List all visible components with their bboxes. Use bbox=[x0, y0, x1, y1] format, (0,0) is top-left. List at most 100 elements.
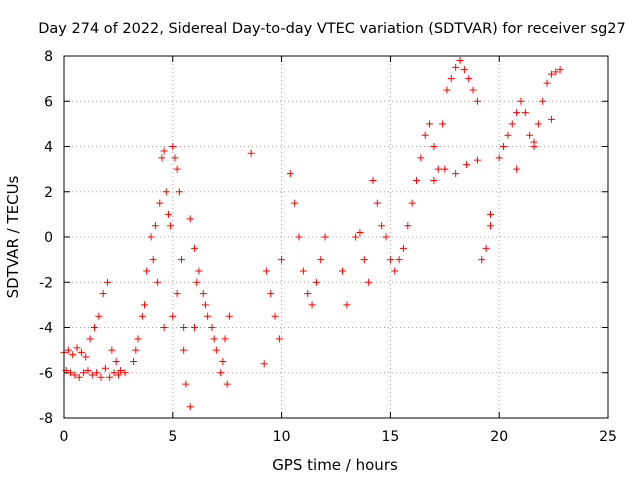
data-point bbox=[495, 154, 503, 162]
data-point bbox=[413, 176, 421, 184]
data-point bbox=[365, 278, 373, 286]
y-tick-label: 6 bbox=[44, 94, 53, 110]
data-point bbox=[182, 380, 190, 388]
data-point bbox=[441, 165, 449, 173]
data-point bbox=[110, 369, 118, 377]
data-point bbox=[286, 170, 294, 178]
data-point bbox=[169, 312, 177, 320]
data-point bbox=[426, 120, 434, 128]
data-point bbox=[382, 233, 390, 241]
data-point bbox=[439, 120, 447, 128]
data-point bbox=[141, 301, 149, 309]
series-midday-cluster bbox=[186, 215, 233, 388]
data-point bbox=[67, 369, 75, 377]
y-axis-label: SDTVAR / TECUs bbox=[4, 175, 22, 298]
data-point bbox=[304, 290, 312, 298]
data-point bbox=[219, 357, 227, 365]
data-point bbox=[356, 228, 364, 236]
data-point bbox=[267, 290, 275, 298]
data-point bbox=[500, 143, 508, 150]
data-point bbox=[463, 161, 471, 169]
data-point bbox=[138, 312, 146, 320]
data-point bbox=[225, 312, 233, 320]
data-point bbox=[456, 57, 464, 65]
data-point bbox=[260, 360, 268, 368]
data-point bbox=[308, 301, 316, 309]
data-point bbox=[408, 199, 416, 207]
data-point bbox=[117, 366, 125, 374]
data-point bbox=[278, 256, 286, 264]
x-axis-label: GPS time / hours bbox=[272, 456, 398, 474]
y-tick-label: 2 bbox=[44, 185, 53, 201]
data-point bbox=[180, 324, 188, 331]
data-point bbox=[417, 154, 425, 162]
grid-lines bbox=[64, 56, 608, 418]
data-point bbox=[210, 335, 218, 343]
data-point bbox=[539, 97, 547, 105]
data-point bbox=[317, 256, 325, 264]
data-point bbox=[299, 267, 307, 275]
data-point bbox=[339, 267, 347, 275]
x-tick-label: 15 bbox=[381, 429, 399, 445]
data-point bbox=[534, 120, 542, 128]
data-point bbox=[84, 366, 92, 374]
data-point bbox=[473, 97, 481, 105]
data-point bbox=[513, 109, 521, 117]
data-point bbox=[99, 290, 107, 298]
data-point bbox=[352, 233, 360, 241]
data-point bbox=[434, 165, 442, 173]
data-point bbox=[217, 369, 225, 377]
data-point bbox=[134, 335, 142, 343]
data-point bbox=[391, 267, 399, 275]
data-point bbox=[526, 131, 534, 139]
y-tick-label: -6 bbox=[39, 366, 53, 382]
data-point bbox=[201, 301, 209, 309]
data-point bbox=[247, 149, 255, 157]
data-point bbox=[88, 371, 96, 379]
data-point bbox=[469, 86, 477, 94]
data-point bbox=[378, 222, 386, 230]
data-point bbox=[530, 138, 538, 146]
y-tick-label: -8 bbox=[39, 411, 53, 427]
data-point bbox=[167, 222, 175, 230]
data-point bbox=[465, 75, 473, 83]
data-point bbox=[208, 324, 216, 331]
data-point bbox=[275, 335, 283, 343]
data-point bbox=[143, 267, 151, 275]
data-point bbox=[478, 256, 486, 264]
data-point bbox=[486, 222, 494, 230]
data-point bbox=[132, 346, 140, 354]
data-point bbox=[195, 267, 203, 275]
chart-title: Day 274 of 2022, Sidereal Day-to-day VTE… bbox=[38, 21, 625, 37]
y-tick-label: 4 bbox=[44, 140, 53, 156]
data-point bbox=[204, 312, 212, 320]
y-tick-label: -4 bbox=[39, 321, 53, 337]
data-point bbox=[513, 165, 521, 173]
data-point bbox=[169, 143, 177, 150]
data-point bbox=[80, 369, 88, 377]
series-morning-rise bbox=[130, 143, 199, 411]
data-point bbox=[199, 290, 207, 298]
data-point bbox=[404, 222, 412, 230]
data-point bbox=[178, 256, 186, 264]
x-tick-label: 0 bbox=[60, 429, 69, 445]
data-point bbox=[321, 233, 329, 241]
data-point bbox=[295, 233, 303, 241]
data-point bbox=[114, 371, 122, 379]
data-point bbox=[186, 215, 194, 223]
data-point bbox=[104, 278, 112, 286]
data-point bbox=[156, 199, 164, 207]
data-point bbox=[547, 70, 555, 78]
data-point bbox=[164, 210, 172, 218]
data-point bbox=[95, 312, 103, 320]
y-tick-label: -2 bbox=[39, 275, 53, 291]
data-point bbox=[552, 68, 560, 76]
data-point bbox=[517, 97, 525, 105]
data-point bbox=[360, 256, 368, 264]
data-point bbox=[149, 256, 157, 264]
data-point bbox=[547, 115, 555, 123]
x-tick-label: 10 bbox=[273, 429, 291, 445]
data-point bbox=[64, 346, 72, 354]
data-point bbox=[193, 278, 201, 286]
